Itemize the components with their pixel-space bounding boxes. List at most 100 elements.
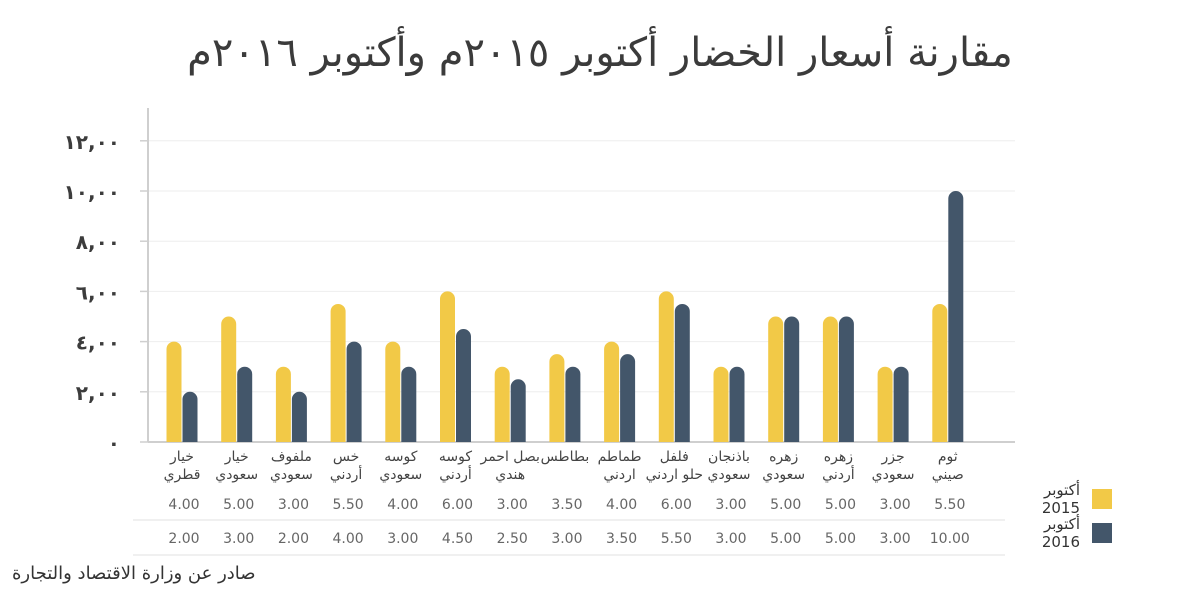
x-tick-label: ثوم — [938, 449, 958, 465]
table-value: 5.00 — [770, 497, 801, 513]
bar — [494, 366, 510, 442]
x-tick-label: سعودي — [270, 467, 313, 483]
table-value: 3.00 — [497, 497, 528, 513]
table-value: 6.00 — [442, 497, 473, 513]
table-value: 6.00 — [661, 497, 692, 513]
x-tick-label: سعودي — [708, 467, 751, 483]
x-tick-label: صيني — [932, 467, 964, 483]
x-tick-label: قطري — [164, 467, 201, 483]
x-tick-label: خيار — [169, 449, 194, 465]
table-value: 3.00 — [715, 531, 746, 547]
bar — [784, 316, 800, 442]
table-value: 2.00 — [278, 531, 309, 547]
bar — [713, 366, 729, 442]
table-value: 3.50 — [606, 531, 637, 547]
bar — [768, 316, 784, 442]
table-value: 2.00 — [168, 531, 199, 547]
table-value: 5.00 — [223, 497, 254, 513]
table-value: 5.50 — [934, 497, 965, 513]
table-value: 5.00 — [825, 531, 856, 547]
x-tick-label: طماطم — [598, 449, 642, 465]
x-tick-label: سعودي — [872, 467, 915, 483]
table-value: 5.50 — [333, 497, 364, 513]
bar — [549, 354, 565, 442]
y-tick-label: ٤,٠٠ — [76, 331, 120, 355]
bar — [291, 391, 307, 442]
y-tick-label: ٢,٠٠ — [76, 381, 120, 405]
bar — [456, 329, 471, 442]
x-tick-label: ملفوف — [271, 449, 312, 465]
legend-swatch-2016 — [1092, 523, 1112, 543]
x-tick-label: بطاطس — [541, 449, 590, 465]
bar — [822, 316, 838, 442]
x-tick-label: سعودي — [379, 467, 422, 483]
bar — [838, 316, 854, 442]
y-tick-label: ٨,٠٠ — [76, 230, 120, 254]
bar — [877, 366, 893, 442]
x-tick-label: خس — [333, 449, 360, 465]
table-value: 4.50 — [442, 531, 473, 547]
table-value: 3.00 — [880, 531, 911, 547]
y-tick-label: ٠ — [108, 431, 120, 455]
y-tick-label: ٦,٠٠ — [76, 280, 120, 304]
x-tick-label: كوسه — [439, 449, 472, 465]
bar — [729, 366, 745, 442]
legend-item-2016: أكتوبر 2016 — [1010, 515, 1112, 551]
table-value: 5.00 — [770, 531, 801, 547]
legend-label-2015: أكتوبر 2015 — [1041, 481, 1080, 517]
x-tick-label: حلو اردني — [646, 467, 703, 483]
x-tick-label: باذنجان — [708, 449, 750, 465]
table-value: 2.50 — [497, 531, 528, 547]
table-value: 3.00 — [715, 497, 746, 513]
table-value: 4.00 — [606, 497, 637, 513]
table-value: 3.00 — [880, 497, 911, 513]
bar — [440, 291, 455, 442]
bar — [330, 303, 346, 442]
bar — [674, 303, 690, 442]
bar — [620, 354, 636, 442]
table-value: 3.00 — [278, 497, 309, 513]
bar — [658, 291, 674, 442]
table-value: 5.50 — [661, 531, 692, 547]
x-tick-label: خيار — [224, 449, 249, 465]
bar — [221, 316, 237, 442]
legend-item-2015: أكتوبر 2015 — [1010, 481, 1112, 517]
x-tick-label: كوسه — [384, 449, 417, 465]
table-value: 3.50 — [551, 497, 582, 513]
x-tick-label: أردني — [822, 465, 855, 483]
x-tick-label: سعودي — [215, 467, 258, 483]
table-value: 4.00 — [168, 497, 199, 513]
bar — [510, 379, 526, 442]
bar — [932, 303, 948, 442]
bar — [565, 366, 581, 442]
bar — [237, 366, 253, 442]
table-value: 3.00 — [551, 531, 582, 547]
bar — [893, 366, 909, 442]
table-value: 5.00 — [825, 497, 856, 513]
table-value: 4.00 — [387, 497, 418, 513]
bar — [182, 391, 198, 442]
chart-title: مقارنة أسعار الخضار أكتوبر ٢٠١٥م وأكتوبر… — [187, 30, 1013, 76]
x-tick-label: جزر — [881, 449, 905, 465]
bar — [401, 366, 417, 442]
x-tick-label: بصل احمر — [479, 449, 539, 465]
legend-swatch-2015 — [1092, 489, 1112, 509]
x-tick-label: أردني — [439, 465, 472, 483]
y-tick-label: ١٢,٠٠ — [64, 130, 120, 154]
bar — [346, 341, 362, 442]
y-tick-label: ١٠,٠٠ — [64, 180, 120, 204]
x-tick-label: اردني — [603, 467, 635, 483]
bar — [275, 366, 291, 442]
x-tick-label: زهره — [824, 449, 853, 465]
table-value: 10.00 — [930, 531, 970, 547]
table-value: 4.00 — [333, 531, 364, 547]
x-tick-label: أردني — [330, 465, 363, 483]
x-tick-label: هندي — [495, 467, 525, 483]
x-tick-label: فلفل — [660, 449, 689, 465]
x-tick-label: سعودي — [762, 467, 805, 483]
source-note: صادر عن وزارة الاقتصاد والتجارة — [12, 563, 256, 584]
bar — [385, 341, 401, 442]
bar — [948, 191, 964, 442]
x-tick-label: زهره — [769, 449, 798, 465]
